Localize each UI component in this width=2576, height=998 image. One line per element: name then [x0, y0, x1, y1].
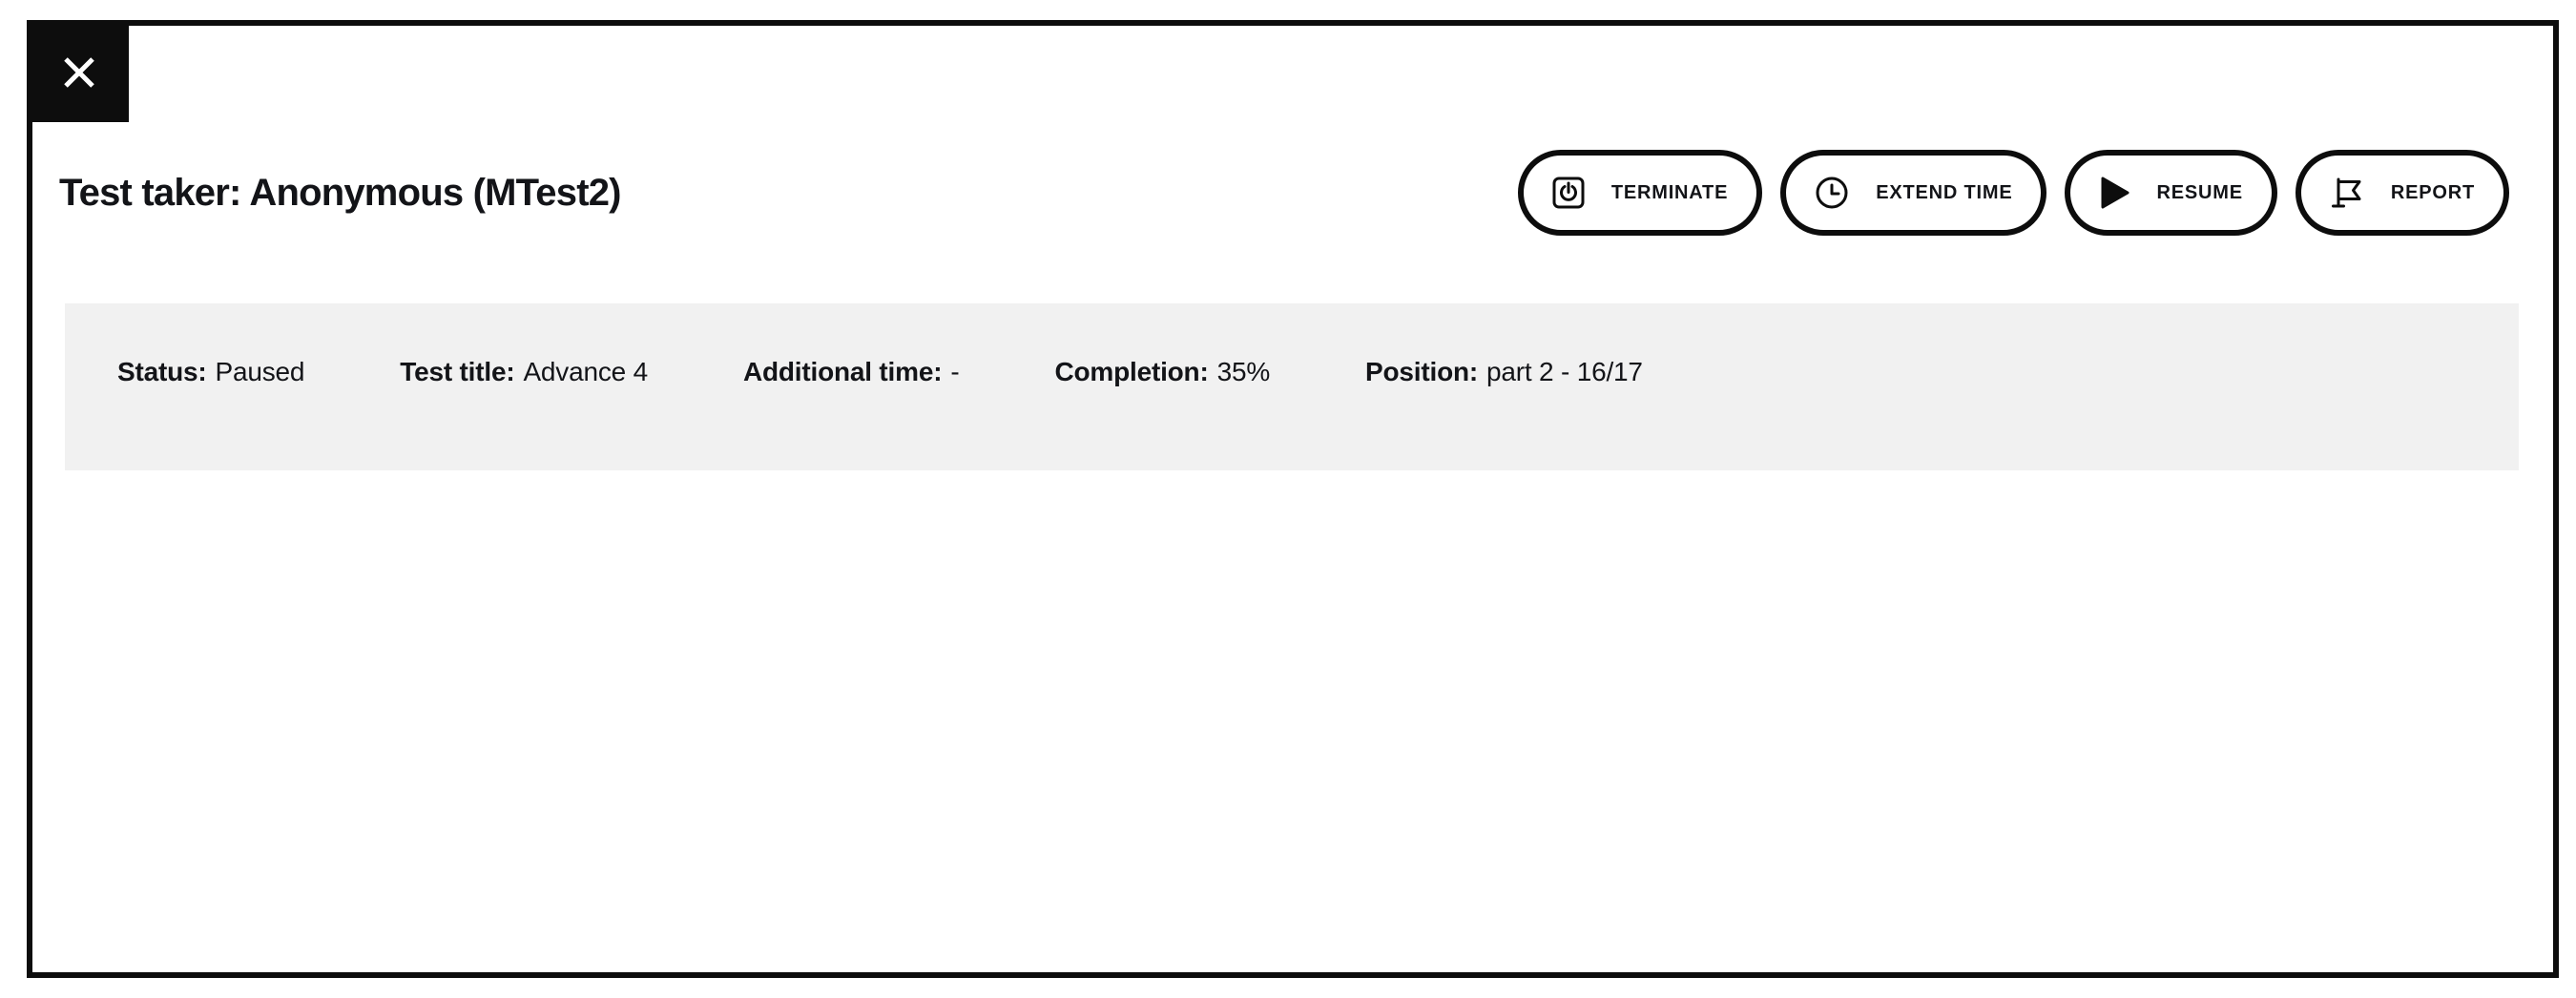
resume-button-label: RESUME: [2156, 181, 2243, 203]
report-button-label: REPORT: [2390, 181, 2475, 203]
position-label: Position:: [1365, 357, 1479, 386]
close-icon: [62, 55, 96, 90]
action-buttons: TERMINATE EXTEND TIME RESUME: [1517, 150, 2509, 236]
additional-time-label: Additional time:: [742, 357, 943, 386]
report-button[interactable]: REPORT: [2295, 150, 2509, 236]
status-item-status: Status: Paused: [117, 357, 304, 387]
close-button[interactable]: [29, 22, 129, 122]
status-label: Status:: [117, 357, 207, 386]
test-title-value: Advance 4: [523, 357, 648, 386]
status-item-position: Position: part 2 - 16/17: [1365, 357, 1643, 387]
test-title-label: Test title:: [400, 357, 515, 386]
extend-time-button-label: EXTEND TIME: [1876, 181, 2013, 203]
completion-label: Completion:: [1054, 357, 1209, 386]
additional-time-value: -: [950, 357, 960, 386]
status-bar: Status: Paused Test title: Advance 4 Addit…: [65, 303, 2519, 470]
extend-time-button[interactable]: EXTEND TIME: [1780, 150, 2047, 236]
test-taker-panel: Test taker: Anonymous (MTest2) TERMINATE: [27, 20, 2559, 978]
completion-value: 35%: [1216, 357, 1271, 386]
status-item-additional-time: Additional time: -: [742, 357, 960, 387]
terminate-button-label: TERMINATE: [1610, 181, 1729, 203]
position-value: part 2 - 16/17: [1486, 357, 1643, 386]
status-item-completion: Completion: 35%: [1054, 357, 1270, 387]
resume-button[interactable]: RESUME: [2065, 150, 2277, 236]
terminate-button[interactable]: TERMINATE: [1517, 150, 1763, 236]
status-value: Paused: [215, 357, 305, 386]
header-row: Test taker: Anonymous (MTest2) TERMINATE: [59, 150, 2509, 236]
power-icon: [1552, 177, 1585, 209]
status-item-test-title: Test title: Advance 4: [400, 357, 648, 387]
clock-icon: [1815, 176, 1849, 210]
page-title: Test taker: Anonymous (MTest2): [59, 171, 621, 214]
play-icon: [2099, 175, 2129, 211]
flag-icon: [2330, 176, 2364, 210]
